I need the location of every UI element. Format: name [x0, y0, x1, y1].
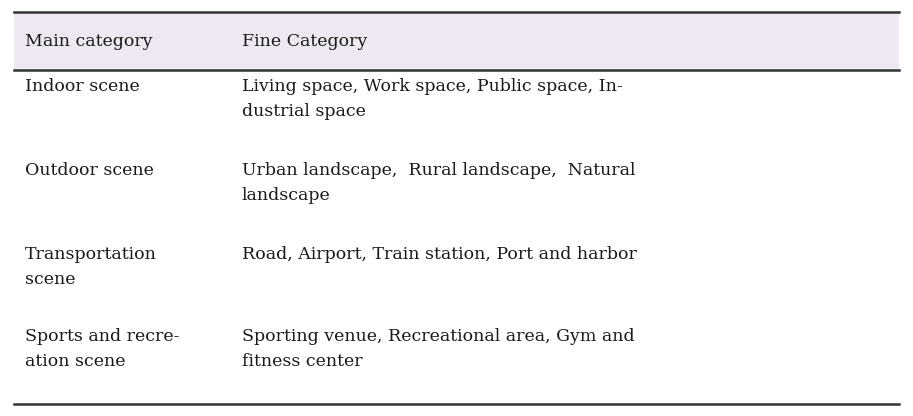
Text: Urban landscape,  Rural landscape,  Natural
landscape: Urban landscape, Rural landscape, Natura… [242, 162, 635, 204]
Bar [14, 12, 899, 70]
Text: Transportation
scene: Transportation scene [25, 246, 156, 288]
Text: Outdoor scene: Outdoor scene [25, 162, 153, 179]
Text: Road, Airport, Train station, Port and harbor: Road, Airport, Train station, Port and h… [242, 246, 636, 263]
Text: Indoor scene: Indoor scene [25, 78, 140, 95]
Text: Sporting venue, Recreational area, Gym and
fitness center: Sporting venue, Recreational area, Gym a… [242, 328, 635, 370]
Text: Living space, Work space, Public space, In-
dustrial space: Living space, Work space, Public space, … [242, 78, 623, 120]
Text: Sports and recre-
ation scene: Sports and recre- ation scene [25, 328, 179, 370]
Text: Fine Category: Fine Category [242, 33, 367, 50]
Text: Main category: Main category [25, 33, 152, 50]
